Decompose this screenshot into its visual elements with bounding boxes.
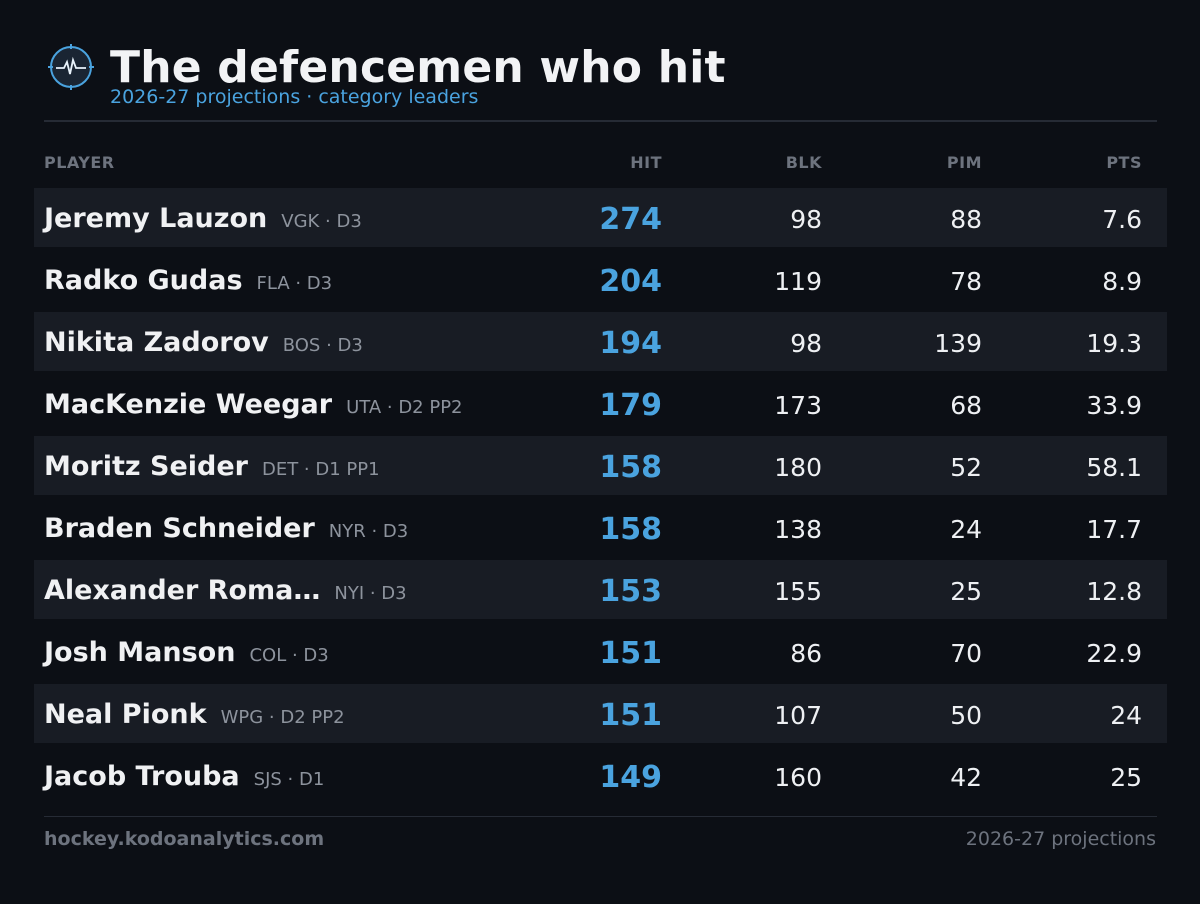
player-meta: DET · D1 PP1 [261, 459, 380, 480]
footer-divider [44, 816, 1157, 817]
player-name: Radko Gudas [44, 265, 243, 296]
pim-value: 88 [950, 205, 982, 234]
pts-value: 33.9 [1086, 391, 1142, 420]
player-meta: VGK · D3 [281, 211, 362, 232]
header-divider [44, 120, 1157, 122]
hit-value: 151 [599, 698, 662, 733]
pts-value: 17.7 [1086, 515, 1142, 544]
hit-value: 149 [599, 760, 662, 795]
player-name: Josh Manson [44, 637, 236, 668]
table-header: PLAYER HIT BLK PIM PTS [34, 150, 1167, 176]
table-row: Nikita Zadorov BOS · D3 194 98 139 19.3 [34, 312, 1167, 371]
pts-value: 19.3 [1086, 329, 1142, 358]
player-name-cell: Moritz Seider DET · D1 PP1 [44, 450, 380, 487]
footer-note: 2026-27 projections [965, 828, 1156, 850]
player-meta: SJS · D1 [253, 769, 325, 790]
blk-value: 138 [774, 515, 822, 544]
pim-value: 50 [950, 701, 982, 730]
pts-value: 58.1 [1086, 453, 1142, 482]
player-table: Jeremy Lauzon VGK · D3 274 98 88 7.6 Radk… [34, 188, 1167, 808]
table-row: MacKenzie Weegar UTA · D2 PP2 179 173 68 … [34, 374, 1167, 433]
pts-value: 25 [1110, 763, 1142, 792]
pts-value: 24 [1110, 701, 1142, 730]
page-subtitle: 2026-27 projections · category leaders [110, 86, 479, 108]
column-header-blk: BLK [785, 153, 822, 172]
player-name-cell: Radko Gudas FLA · D3 [44, 264, 332, 301]
footer-site-link[interactable]: hockey.kodoanalytics.com [44, 828, 325, 850]
player-name: Moritz Seider [44, 451, 248, 482]
player-meta: NYR · D3 [328, 521, 409, 542]
blk-value: 160 [774, 763, 822, 792]
pim-value: 25 [950, 577, 982, 606]
player-name: Nikita Zadorov [44, 327, 269, 358]
player-meta: UTA · D2 PP2 [346, 397, 463, 418]
blk-value: 173 [774, 391, 822, 420]
table-row: Neal Pionk WPG · D2 PP2 151 107 50 24 [34, 684, 1167, 743]
table-row: Braden Schneider NYR · D3 158 138 24 17.7 [34, 498, 1167, 557]
player-name: Braden Schneider [44, 513, 315, 544]
hit-value: 158 [599, 450, 662, 485]
hit-value: 179 [599, 388, 662, 423]
column-header-hit: HIT [630, 153, 662, 172]
blk-value: 155 [774, 577, 822, 606]
page-title: The defencemen who hit [110, 42, 726, 93]
blk-value: 86 [790, 639, 822, 668]
player-name: MacKenzie Weegar [44, 389, 333, 420]
player-name-cell: Alexander Roma… NYI · D3 [44, 574, 407, 611]
hit-value: 204 [599, 264, 662, 299]
pim-value: 78 [950, 267, 982, 296]
player-meta: COL · D3 [249, 645, 329, 666]
pim-value: 42 [950, 763, 982, 792]
table-row: Alexander Roma… NYI · D3 153 155 25 12.8 [34, 560, 1167, 619]
table-row: Jacob Trouba SJS · D1 149 160 42 25 [34, 746, 1167, 805]
pts-value: 7.6 [1102, 205, 1142, 234]
table-row: Josh Manson COL · D3 151 86 70 22.9 [34, 622, 1167, 681]
player-name-cell: Jeremy Lauzon VGK · D3 [44, 202, 362, 239]
player-name-cell: MacKenzie Weegar UTA · D2 PP2 [44, 388, 463, 425]
pim-value: 70 [950, 639, 982, 668]
blk-value: 107 [774, 701, 822, 730]
blk-value: 98 [790, 329, 822, 358]
player-meta: FLA · D3 [256, 273, 333, 294]
table-row: Jeremy Lauzon VGK · D3 274 98 88 7.6 [34, 188, 1167, 247]
pim-value: 139 [934, 329, 982, 358]
player-meta: BOS · D3 [282, 335, 363, 356]
pts-value: 8.9 [1102, 267, 1142, 296]
hit-value: 153 [599, 574, 662, 609]
pim-value: 24 [950, 515, 982, 544]
player-name-cell: Nikita Zadorov BOS · D3 [44, 326, 363, 363]
hit-value: 151 [599, 636, 662, 671]
hit-value: 194 [599, 326, 662, 361]
player-meta: NYI · D3 [334, 583, 407, 604]
pim-value: 52 [950, 453, 982, 482]
player-name-cell: Neal Pionk WPG · D2 PP2 [44, 698, 345, 735]
table-row: Radko Gudas FLA · D3 204 119 78 8.9 [34, 250, 1167, 309]
blk-value: 119 [774, 267, 822, 296]
table-row: Moritz Seider DET · D1 PP1 158 180 52 58.… [34, 436, 1167, 495]
player-name: Neal Pionk [44, 699, 207, 730]
blk-value: 98 [790, 205, 822, 234]
hit-value: 158 [599, 512, 662, 547]
pts-value: 22.9 [1086, 639, 1142, 668]
pim-value: 68 [950, 391, 982, 420]
pts-value: 12.8 [1086, 577, 1142, 606]
hit-value: 274 [599, 202, 662, 237]
blk-value: 180 [774, 453, 822, 482]
heartbeat-target-icon [48, 44, 94, 90]
player-name: Alexander Roma… [44, 575, 321, 606]
header: The defencemen who hit 2026-27 projectio… [44, 40, 1157, 122]
player-name-cell: Jacob Trouba SJS · D1 [44, 760, 324, 797]
column-header-pim: PIM [946, 153, 982, 172]
column-header-player: PLAYER [44, 153, 115, 172]
player-name-cell: Braden Schneider NYR · D3 [44, 512, 408, 549]
player-name-cell: Josh Manson COL · D3 [44, 636, 329, 673]
player-name: Jeremy Lauzon [44, 203, 268, 234]
column-header-pts: PTS [1106, 153, 1142, 172]
player-name: Jacob Trouba [44, 761, 240, 792]
player-meta: WPG · D2 PP2 [220, 707, 345, 728]
